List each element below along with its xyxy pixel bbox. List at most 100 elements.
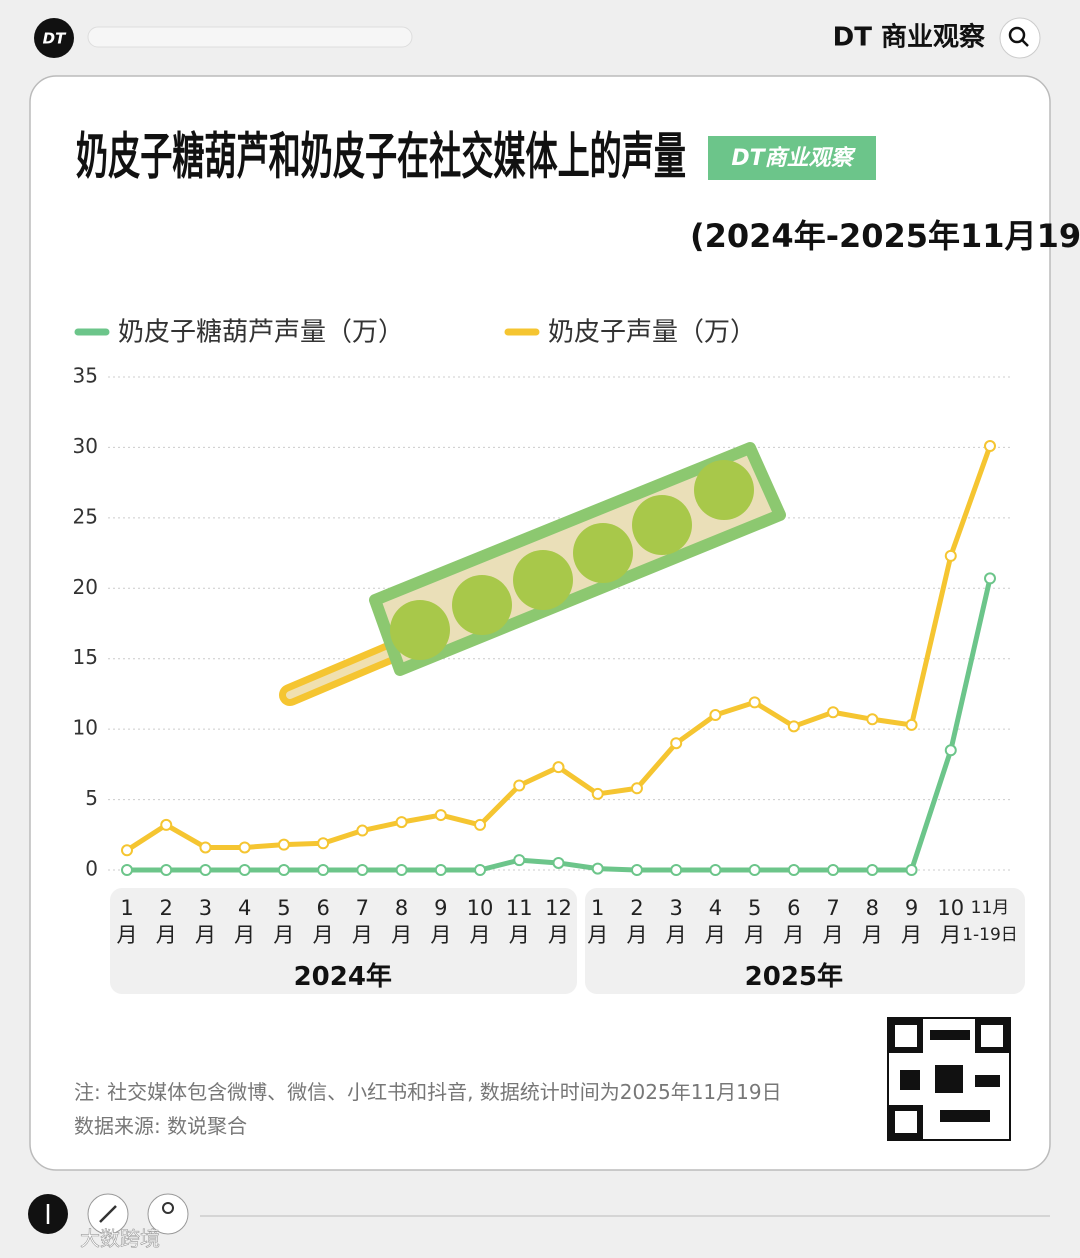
y-tick-label: 20 (73, 575, 98, 599)
chart-subtitle: (2024年-2025年11月19日) (690, 217, 1080, 255)
y-tick-label: 25 (73, 504, 98, 528)
data-point (630, 782, 643, 795)
profile-icon (162, 1202, 174, 1214)
x-tick-label: 12 月 (545, 896, 572, 947)
x-tick-label: 8 月 (391, 896, 413, 947)
x-tick-label: 1 月 (116, 896, 138, 947)
edit-icon (99, 1205, 117, 1223)
logo-text: DT (43, 30, 67, 48)
data-point (984, 572, 996, 585)
x-tick-label: 11月 1-19日 (962, 898, 1018, 945)
x-tick-label: 4 月 (234, 896, 256, 947)
x-tick-label: 8 月 (861, 896, 883, 947)
data-point (395, 864, 408, 876)
x-tick-label: 9 月 (901, 896, 923, 947)
x-tick-label: 7 月 (351, 896, 373, 947)
data-point (277, 838, 290, 851)
ball (452, 575, 512, 635)
data-point (670, 737, 683, 750)
qr-module (975, 1075, 1000, 1087)
data-point (356, 824, 369, 837)
x-tick-label: 1 月 (587, 896, 609, 947)
data-point (866, 713, 879, 726)
data-point (160, 864, 173, 876)
data-point (474, 864, 487, 876)
y-tick-label: 15 (73, 645, 98, 669)
data-point (827, 706, 840, 719)
ball (632, 495, 692, 555)
search-icon (1008, 26, 1026, 44)
qr-finder (889, 1105, 923, 1139)
ball (390, 600, 450, 660)
illustration (279, 442, 786, 706)
legend-label: 奶皮子声量（万） (548, 318, 756, 348)
data-point (552, 761, 565, 774)
x-tick-label: 10 月 (937, 896, 965, 947)
qr-module (930, 1030, 970, 1040)
brand: DT 商业观察 (833, 22, 986, 53)
data-point (121, 864, 133, 876)
data-point (356, 864, 369, 876)
x-tick-label: 10 月 (466, 896, 494, 947)
data-point (552, 856, 565, 869)
x-tick-label: 2 月 (626, 896, 648, 947)
data-point (317, 837, 330, 850)
x-tick-label: 9 月 (430, 896, 452, 947)
data-point (591, 787, 604, 800)
group-label: 2024年 (293, 962, 392, 992)
data-point (395, 816, 408, 829)
data-point (199, 841, 212, 854)
x-tick-label: 3 月 (194, 896, 216, 947)
group-label: 2025年 (744, 962, 844, 992)
y-tick-label: 5 (85, 786, 98, 810)
data-point (199, 864, 212, 876)
data-point (591, 862, 604, 875)
qr-module (900, 1070, 920, 1090)
data-point (748, 696, 761, 709)
data-point (709, 864, 722, 876)
qr-center (935, 1065, 963, 1093)
group-band (585, 888, 1025, 994)
data-point (709, 709, 722, 722)
x-tick-label: 6 月 (783, 896, 805, 947)
legend-label: 奶皮子糖葫芦声量（万） (118, 318, 404, 348)
x-tick-label: 4 月 (704, 896, 726, 947)
watermark: 大数跨境 (80, 1227, 160, 1251)
x-tick-label: 2 月 (155, 896, 177, 947)
search-button[interactable] (999, 17, 1041, 59)
x-tick-label: 3 月 (665, 896, 687, 947)
data-point (944, 549, 957, 562)
data-point (984, 440, 996, 453)
logo-circle (34, 18, 74, 58)
qr-finder (975, 1019, 1009, 1053)
data-point (827, 864, 840, 876)
x-tick-label: 5 月 (744, 896, 766, 947)
x-tick-label: 6 月 (312, 896, 334, 947)
data-point (474, 818, 487, 831)
data-point (238, 864, 251, 876)
note: 注: 社交媒体包含微博、微信、小红书和抖音, 数据统计时间为2025年11月19… (74, 1080, 782, 1104)
data-point (277, 864, 290, 876)
data-point (160, 818, 173, 831)
ball (694, 460, 754, 520)
qr-module (940, 1110, 990, 1122)
data-point (317, 864, 330, 876)
data-point (238, 841, 251, 854)
data-point (905, 864, 918, 876)
data-point (513, 779, 526, 792)
x-tick-label: 11 月 (505, 896, 533, 947)
chart-title: 奶皮子糖葫芦和奶皮子在社交媒体上的声量 (76, 128, 686, 186)
y-tick-label: 10 (73, 716, 98, 740)
source: 数据来源: 数说聚合 (74, 1114, 248, 1138)
data-point (434, 809, 447, 822)
x-tick-label: 7 月 (822, 896, 844, 947)
qr-code (887, 1017, 1011, 1141)
y-tick-label: 0 (85, 857, 98, 881)
data-point (434, 864, 447, 876)
x-tick-label: 5 月 (273, 896, 295, 947)
data-point (866, 864, 879, 876)
data-point (944, 744, 957, 757)
search-bar[interactable] (87, 26, 413, 48)
